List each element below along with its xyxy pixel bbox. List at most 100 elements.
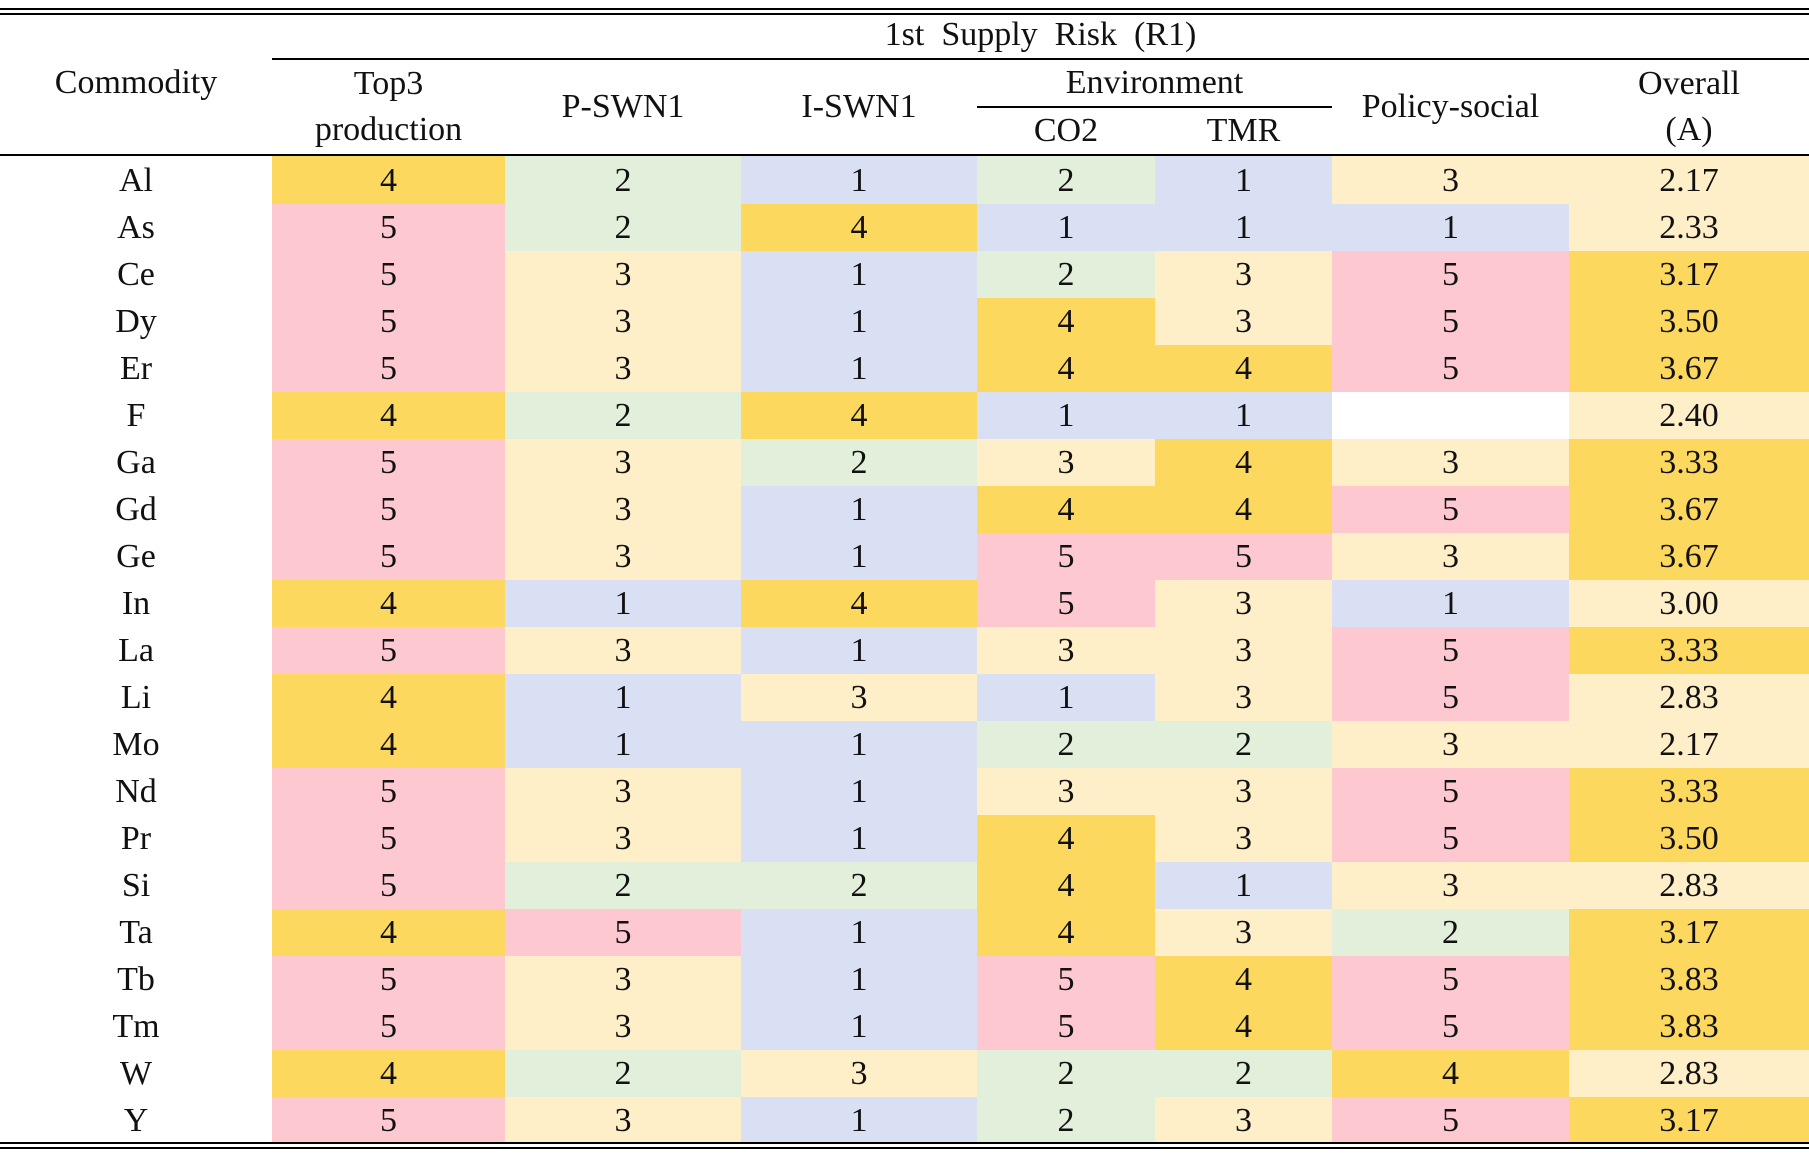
cell-overall: 3.67 [1569,533,1809,580]
cell-overall: 3.67 [1569,345,1809,392]
table-row: Gd 5 3 1 4 4 5 3.67 [0,486,1809,533]
cell-policy-social: 5 [1332,627,1569,674]
table-row: W 4 2 3 2 2 4 2.83 [0,1050,1809,1097]
cell-policy-social: 5 [1332,768,1569,815]
cell-tmr: 3 [1155,580,1332,627]
cell-commodity: Nd [0,768,272,815]
cell-policy-social: 1 [1332,204,1569,251]
cell-co2: 3 [977,768,1155,815]
cell-commodity: Ta [0,909,272,956]
cell-iswn: 3 [741,674,977,721]
cell-overall: 3.33 [1569,627,1809,674]
cell-pswn: 3 [505,1003,741,1050]
cell-co2: 2 [977,155,1155,204]
cell-tmr: 4 [1155,439,1332,486]
cell-co2: 1 [977,674,1155,721]
supply-risk-table: Commodity 1st Supply Risk (R1) Top3 prod… [0,12,1809,1144]
cell-overall: 3.17 [1569,909,1809,956]
cell-overall: 2.17 [1569,155,1809,204]
cell-tmr: 1 [1155,155,1332,204]
cell-tmr: 1 [1155,392,1332,439]
cell-co2: 4 [977,909,1155,956]
header-top3-line1: Top3 [353,65,424,102]
header-environment: Environment [977,59,1332,108]
cell-iswn: 1 [741,627,977,674]
cell-policy-social: 5 [1332,1097,1569,1144]
cell-overall: 3.67 [1569,486,1809,533]
table-row: Li 4 1 3 1 3 5 2.83 [0,674,1809,721]
cell-top3-production: 5 [272,204,505,251]
cell-iswn: 1 [741,815,977,862]
cell-iswn: 4 [741,204,977,251]
cell-policy-social: 3 [1332,155,1569,204]
cell-tmr: 4 [1155,345,1332,392]
cell-iswn: 1 [741,486,977,533]
cell-iswn: 1 [741,533,977,580]
cell-overall: 3.83 [1569,956,1809,1003]
cell-top3-production: 4 [272,392,505,439]
cell-iswn: 1 [741,956,977,1003]
cell-co2: 4 [977,345,1155,392]
cell-iswn: 4 [741,580,977,627]
header-pswn: P-SWN1 [561,88,685,125]
cell-iswn: 4 [741,392,977,439]
cell-tmr: 4 [1155,486,1332,533]
cell-commodity: Si [0,862,272,909]
table-row: Pr 5 3 1 4 3 5 3.50 [0,815,1809,862]
cell-iswn: 1 [741,1003,977,1050]
cell-tmr: 3 [1155,815,1332,862]
cell-policy-social [1332,392,1569,439]
cell-iswn: 1 [741,1097,977,1144]
cell-tmr: 4 [1155,956,1332,1003]
cell-tmr: 1 [1155,204,1332,251]
cell-co2: 5 [977,580,1155,627]
cell-co2: 4 [977,486,1155,533]
cell-policy-social: 3 [1332,533,1569,580]
header-policy-social: Policy-social [1361,88,1540,125]
cell-co2: 2 [977,1050,1155,1097]
table-body: Al 4 2 1 2 1 3 2.17 As 5 2 4 1 1 1 2.33 Ce 5 3 1 2 3 5 3.17 Dy 5 3… [0,155,1809,1144]
table-row: Nd 5 3 1 3 3 5 3.33 [0,768,1809,815]
cell-co2: 5 [977,1003,1155,1050]
cell-commodity: La [0,627,272,674]
cell-pswn: 3 [505,345,741,392]
cell-policy-social: 3 [1332,721,1569,768]
cell-pswn: 3 [505,533,741,580]
bottom-double-rule-outer [0,1147,1809,1149]
cell-policy-social: 5 [1332,251,1569,298]
cell-pswn: 1 [505,721,741,768]
table-row: Tm 5 3 1 5 4 5 3.83 [0,1003,1809,1050]
cell-iswn: 2 [741,439,977,486]
cell-commodity: Mo [0,721,272,768]
cell-policy-social: 4 [1332,1050,1569,1097]
cell-iswn: 1 [741,345,977,392]
cell-tmr: 3 [1155,909,1332,956]
cell-tmr: 3 [1155,768,1332,815]
cell-iswn: 3 [741,1050,977,1097]
cell-overall: 2.40 [1569,392,1809,439]
cell-top3-production: 5 [272,768,505,815]
cell-co2: 3 [977,439,1155,486]
cell-policy-social: 5 [1332,298,1569,345]
cell-commodity: Y [0,1097,272,1144]
cell-top3-production: 5 [272,862,505,909]
cell-pswn: 1 [505,674,741,721]
cell-overall: 3.33 [1569,768,1809,815]
cell-policy-social: 5 [1332,815,1569,862]
cell-iswn: 1 [741,768,977,815]
cell-policy-social: 3 [1332,439,1569,486]
cell-co2: 1 [977,392,1155,439]
cell-commodity: W [0,1050,272,1097]
cell-top3-production: 5 [272,1003,505,1050]
cell-iswn: 1 [741,251,977,298]
cell-commodity: Tb [0,956,272,1003]
cell-commodity: Ce [0,251,272,298]
top-double-rule-outer [0,8,1809,10]
cell-tmr: 3 [1155,251,1332,298]
cell-commodity: Pr [0,815,272,862]
cell-top3-production: 4 [272,721,505,768]
cell-policy-social: 5 [1332,956,1569,1003]
cell-top3-production: 4 [272,155,505,204]
cell-co2: 3 [977,627,1155,674]
table-row: As 5 2 4 1 1 1 2.33 [0,204,1809,251]
